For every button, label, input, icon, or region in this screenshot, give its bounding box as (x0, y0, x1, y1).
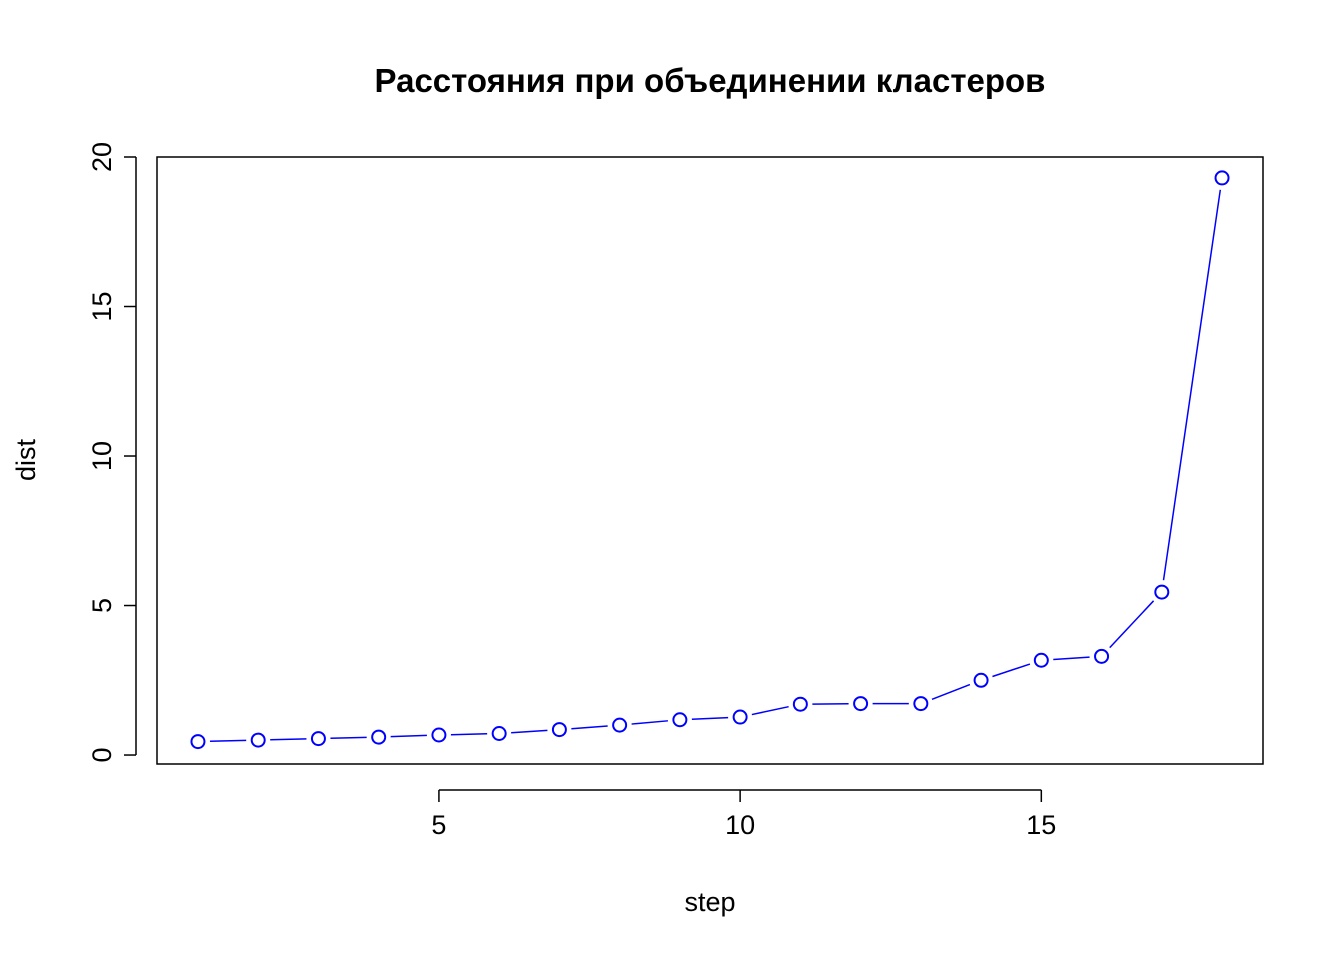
series-line-segment (511, 730, 547, 732)
data-series (191, 171, 1228, 748)
x-tick-label: 5 (431, 810, 446, 840)
x-tick-label: 10 (725, 810, 755, 840)
y-tick-label: 0 (87, 748, 117, 763)
series-line-segment (692, 718, 728, 720)
data-point (1155, 586, 1168, 599)
data-point (673, 713, 686, 726)
series-line-segment (330, 737, 366, 738)
series-line-segment (571, 726, 607, 729)
series-line-segment (1110, 601, 1154, 648)
data-point (191, 735, 204, 748)
data-point (854, 697, 867, 710)
y-tick-label: 10 (87, 441, 117, 471)
chart-title: Расстояния при объединении кластеров (375, 62, 1046, 99)
series-line-segment (451, 734, 487, 735)
data-point (312, 732, 325, 745)
data-point (1035, 654, 1048, 667)
series-line-segment (1164, 190, 1221, 580)
data-point (734, 711, 747, 724)
y-axis: 0 5 10 15 20 (87, 142, 136, 763)
series-line-segment (752, 707, 789, 715)
series-line-segment (270, 739, 306, 740)
data-point (553, 723, 566, 736)
data-point (432, 728, 445, 741)
series-line-segment (992, 664, 1029, 676)
y-tick-label: 5 (87, 598, 117, 613)
data-point (1216, 171, 1229, 184)
series-line-segment (210, 740, 246, 741)
series-line-segment (391, 735, 427, 736)
x-tick-label: 15 (1026, 810, 1056, 840)
y-tick-label: 20 (87, 142, 117, 172)
data-point (613, 719, 626, 732)
x-axis: 5 10 15 (431, 790, 1056, 840)
series-line-segment (1053, 657, 1089, 659)
data-point (975, 674, 988, 687)
y-axis-label: dist (11, 439, 41, 482)
data-point (914, 697, 927, 710)
series-line-segment (632, 721, 668, 724)
plot-frame (157, 157, 1263, 764)
data-point (493, 727, 506, 740)
x-axis-label: step (684, 887, 735, 917)
series-line-segment (932, 685, 970, 700)
data-point (1095, 650, 1108, 663)
data-point (372, 731, 385, 744)
data-point (252, 734, 265, 747)
data-point (794, 698, 807, 711)
y-tick-label: 15 (87, 291, 117, 321)
